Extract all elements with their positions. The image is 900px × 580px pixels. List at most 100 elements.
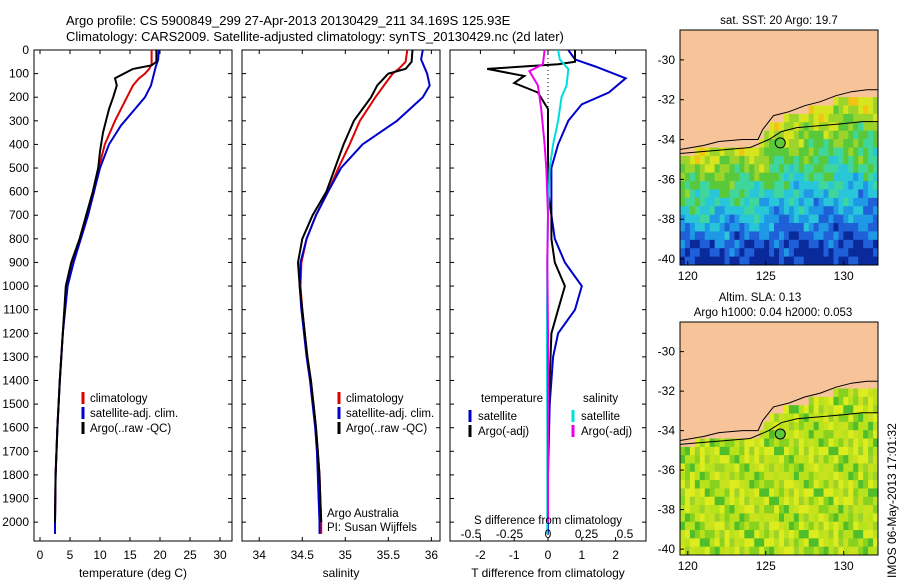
map-cell bbox=[788, 231, 795, 241]
map-cell bbox=[828, 164, 835, 174]
map-cell bbox=[719, 147, 726, 157]
map-cell bbox=[744, 256, 750, 265]
map-cell bbox=[684, 155, 691, 165]
s-tick-label: 0 bbox=[545, 527, 552, 541]
map-cell bbox=[729, 164, 736, 174]
map-cell bbox=[853, 530, 859, 539]
map-cell bbox=[783, 438, 790, 448]
map-cell bbox=[729, 189, 736, 199]
map-cell bbox=[808, 513, 815, 523]
map-cell bbox=[828, 231, 835, 241]
map-cell bbox=[853, 248, 859, 258]
map-cell bbox=[729, 155, 736, 165]
map-cell bbox=[704, 546, 711, 555]
map-cell bbox=[853, 421, 859, 431]
map-cell bbox=[783, 538, 790, 548]
map-cell bbox=[714, 455, 721, 465]
map-cell bbox=[803, 147, 810, 157]
map-cell bbox=[863, 113, 869, 123]
map-cell bbox=[843, 505, 849, 514]
depth-contour bbox=[680, 121, 878, 154]
figure-title-line2: Climatology: CARS2009. Satellite-adjuste… bbox=[66, 29, 564, 44]
lat-tick-label: -36 bbox=[658, 172, 676, 186]
map-cell bbox=[833, 405, 839, 415]
map-cell bbox=[838, 189, 844, 199]
map-cell bbox=[774, 538, 780, 548]
s-tick-label: 0.25 bbox=[575, 527, 599, 541]
map-cell bbox=[694, 513, 701, 523]
map-cell bbox=[798, 546, 805, 555]
map-cell bbox=[818, 256, 825, 265]
map-cell bbox=[734, 455, 740, 465]
map-cell bbox=[833, 530, 839, 539]
map-cell bbox=[729, 463, 736, 473]
map-cell bbox=[709, 155, 716, 165]
map-cell bbox=[833, 413, 839, 423]
map-cell bbox=[868, 239, 874, 249]
map-cell bbox=[803, 496, 810, 506]
map-cell bbox=[689, 455, 696, 465]
map-cell bbox=[779, 147, 785, 157]
map-cell bbox=[764, 480, 770, 490]
map-cell bbox=[863, 248, 869, 258]
map-cell bbox=[719, 164, 726, 174]
map-cell bbox=[813, 248, 820, 258]
map-cell bbox=[704, 488, 711, 498]
map-cell bbox=[868, 396, 874, 406]
x-tick-label: 36 bbox=[425, 548, 439, 562]
map-cell bbox=[734, 256, 740, 265]
map-cell bbox=[709, 197, 716, 207]
map-cell bbox=[833, 122, 839, 132]
map-cell bbox=[853, 446, 859, 456]
map-cell bbox=[858, 471, 864, 481]
map-cell bbox=[808, 248, 815, 258]
map-cell bbox=[843, 164, 849, 174]
map-cell bbox=[823, 139, 830, 149]
profile-panel-1: 0 5 10 15 20 25 300100200300400500600700800900… bbox=[2, 43, 233, 580]
map-cell bbox=[868, 231, 874, 241]
map-cell bbox=[744, 521, 750, 531]
map-cell bbox=[858, 413, 864, 423]
map-cell bbox=[774, 413, 780, 423]
map-cell bbox=[689, 223, 696, 233]
map-cell bbox=[808, 488, 815, 498]
map-cell bbox=[808, 455, 815, 465]
map-cell bbox=[739, 214, 745, 224]
map-cell bbox=[823, 405, 830, 415]
map-cell bbox=[779, 239, 785, 249]
map-cell bbox=[848, 206, 854, 216]
map-cell bbox=[739, 147, 745, 157]
map-cell bbox=[769, 248, 775, 258]
map-cell bbox=[699, 471, 706, 481]
map-cell bbox=[848, 248, 854, 258]
map-cell bbox=[793, 488, 800, 498]
map-cell bbox=[848, 513, 854, 523]
y-axis-ticks bbox=[242, 49, 440, 523]
lat-tick-label: -30 bbox=[658, 53, 676, 67]
map-cell bbox=[739, 231, 745, 241]
map-cell bbox=[779, 463, 785, 473]
map-cell bbox=[769, 139, 775, 149]
map-cell bbox=[868, 546, 874, 555]
map-cell bbox=[744, 181, 750, 191]
map-cell bbox=[858, 97, 864, 107]
map-cell bbox=[719, 197, 726, 207]
map-cell bbox=[838, 546, 844, 555]
map-cell bbox=[769, 430, 775, 440]
map-cell bbox=[739, 513, 745, 523]
map-cell bbox=[853, 480, 859, 490]
map-cell bbox=[843, 105, 849, 115]
map-cell bbox=[788, 496, 795, 506]
map-cell bbox=[694, 197, 701, 207]
map-cell bbox=[858, 231, 864, 241]
map-cell bbox=[734, 471, 740, 481]
map-cell bbox=[863, 421, 869, 431]
map-cell bbox=[680, 239, 686, 249]
map-cell bbox=[704, 480, 711, 490]
map-cell bbox=[823, 105, 830, 115]
map-cell bbox=[873, 206, 878, 216]
map-cell bbox=[828, 438, 835, 448]
map-cell bbox=[838, 455, 844, 465]
map-cell bbox=[788, 538, 795, 548]
